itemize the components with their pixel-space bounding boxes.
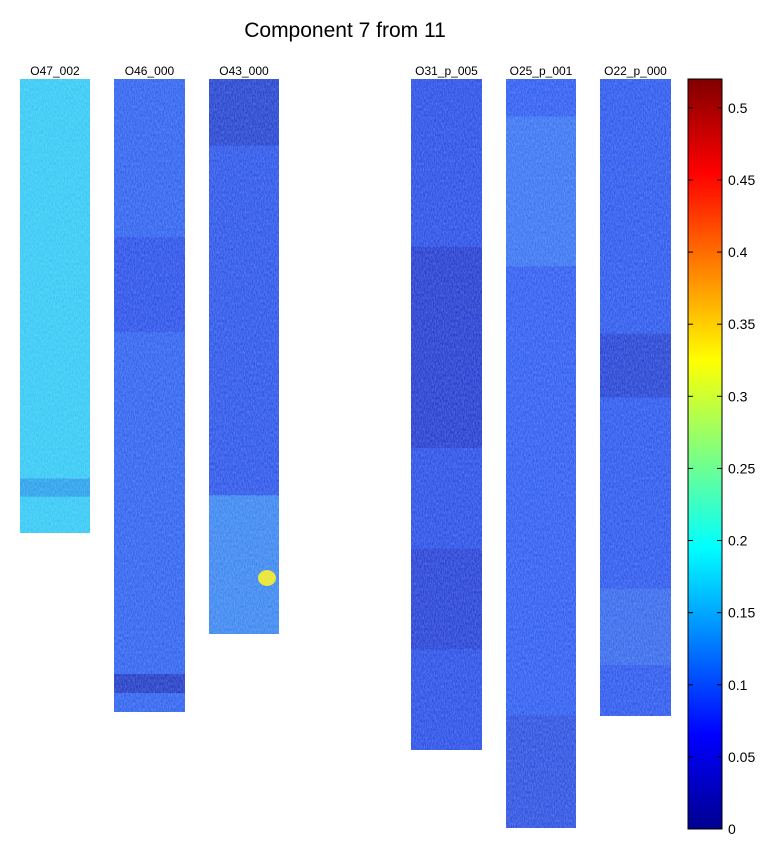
- colorbar-tick-label: 0.3: [728, 388, 748, 404]
- core-texture: [20, 79, 90, 533]
- core-panel-O25_p_001: O25_p_001: [506, 64, 576, 828]
- colorbar-tick-label: 0.35: [728, 316, 755, 332]
- colorbar-ticks: 0 0.05 0.1 0.15 0.2 0.25 0.3 0.35 0.4 0.45 0.5: [688, 100, 755, 837]
- core-panel-O31_p_005: O31_p_005: [411, 64, 482, 750]
- chart-title: Component 7 from 11: [244, 19, 446, 42]
- core-panel-O43_000: O43_000: [209, 64, 279, 634]
- core-panel-O46_000: O46_000: [114, 64, 185, 712]
- core-texture: [506, 79, 576, 828]
- core-label: O46_000: [125, 64, 175, 78]
- colorbar: 0 0.05 0.1 0.15 0.2 0.25 0.3 0.35 0.4 0.45 0.5: [687, 78, 755, 837]
- colorbar-tick-label: 0: [728, 821, 736, 837]
- core-label: O47_002: [30, 64, 80, 78]
- colorbar-tick-label: 0.25: [728, 460, 755, 476]
- core-panel-O47_002: O47_002: [20, 64, 90, 533]
- colorbar-tick-label: 0.2: [728, 533, 748, 549]
- core-label: O25_p_001: [510, 64, 573, 78]
- colorbar-tick-label: 0.05: [728, 749, 755, 765]
- colorbar-tick-label: 0.1: [728, 677, 748, 693]
- core-panel-O22_p_000: O22_p_000: [600, 64, 671, 716]
- colorbar-gradient: [687, 78, 723, 830]
- colorbar-tick-label: 0.5: [728, 100, 748, 116]
- core-texture: [411, 79, 482, 750]
- colorbar-tick-label: 0.15: [728, 605, 755, 621]
- core-texture: [209, 79, 279, 634]
- core-label: O43_000: [219, 64, 269, 78]
- colorbar-tick-label: 0.4: [728, 244, 748, 260]
- core-panels: O47_002 O46_000 O43_000 O31_p_005 O25_p_001 O…: [20, 64, 671, 828]
- colorbar-tick-label: 0.45: [728, 172, 755, 188]
- core-label: O31_p_005: [415, 64, 478, 78]
- core-label: O22_p_000: [604, 64, 667, 78]
- core-texture: [600, 79, 671, 716]
- core-texture: [114, 79, 185, 712]
